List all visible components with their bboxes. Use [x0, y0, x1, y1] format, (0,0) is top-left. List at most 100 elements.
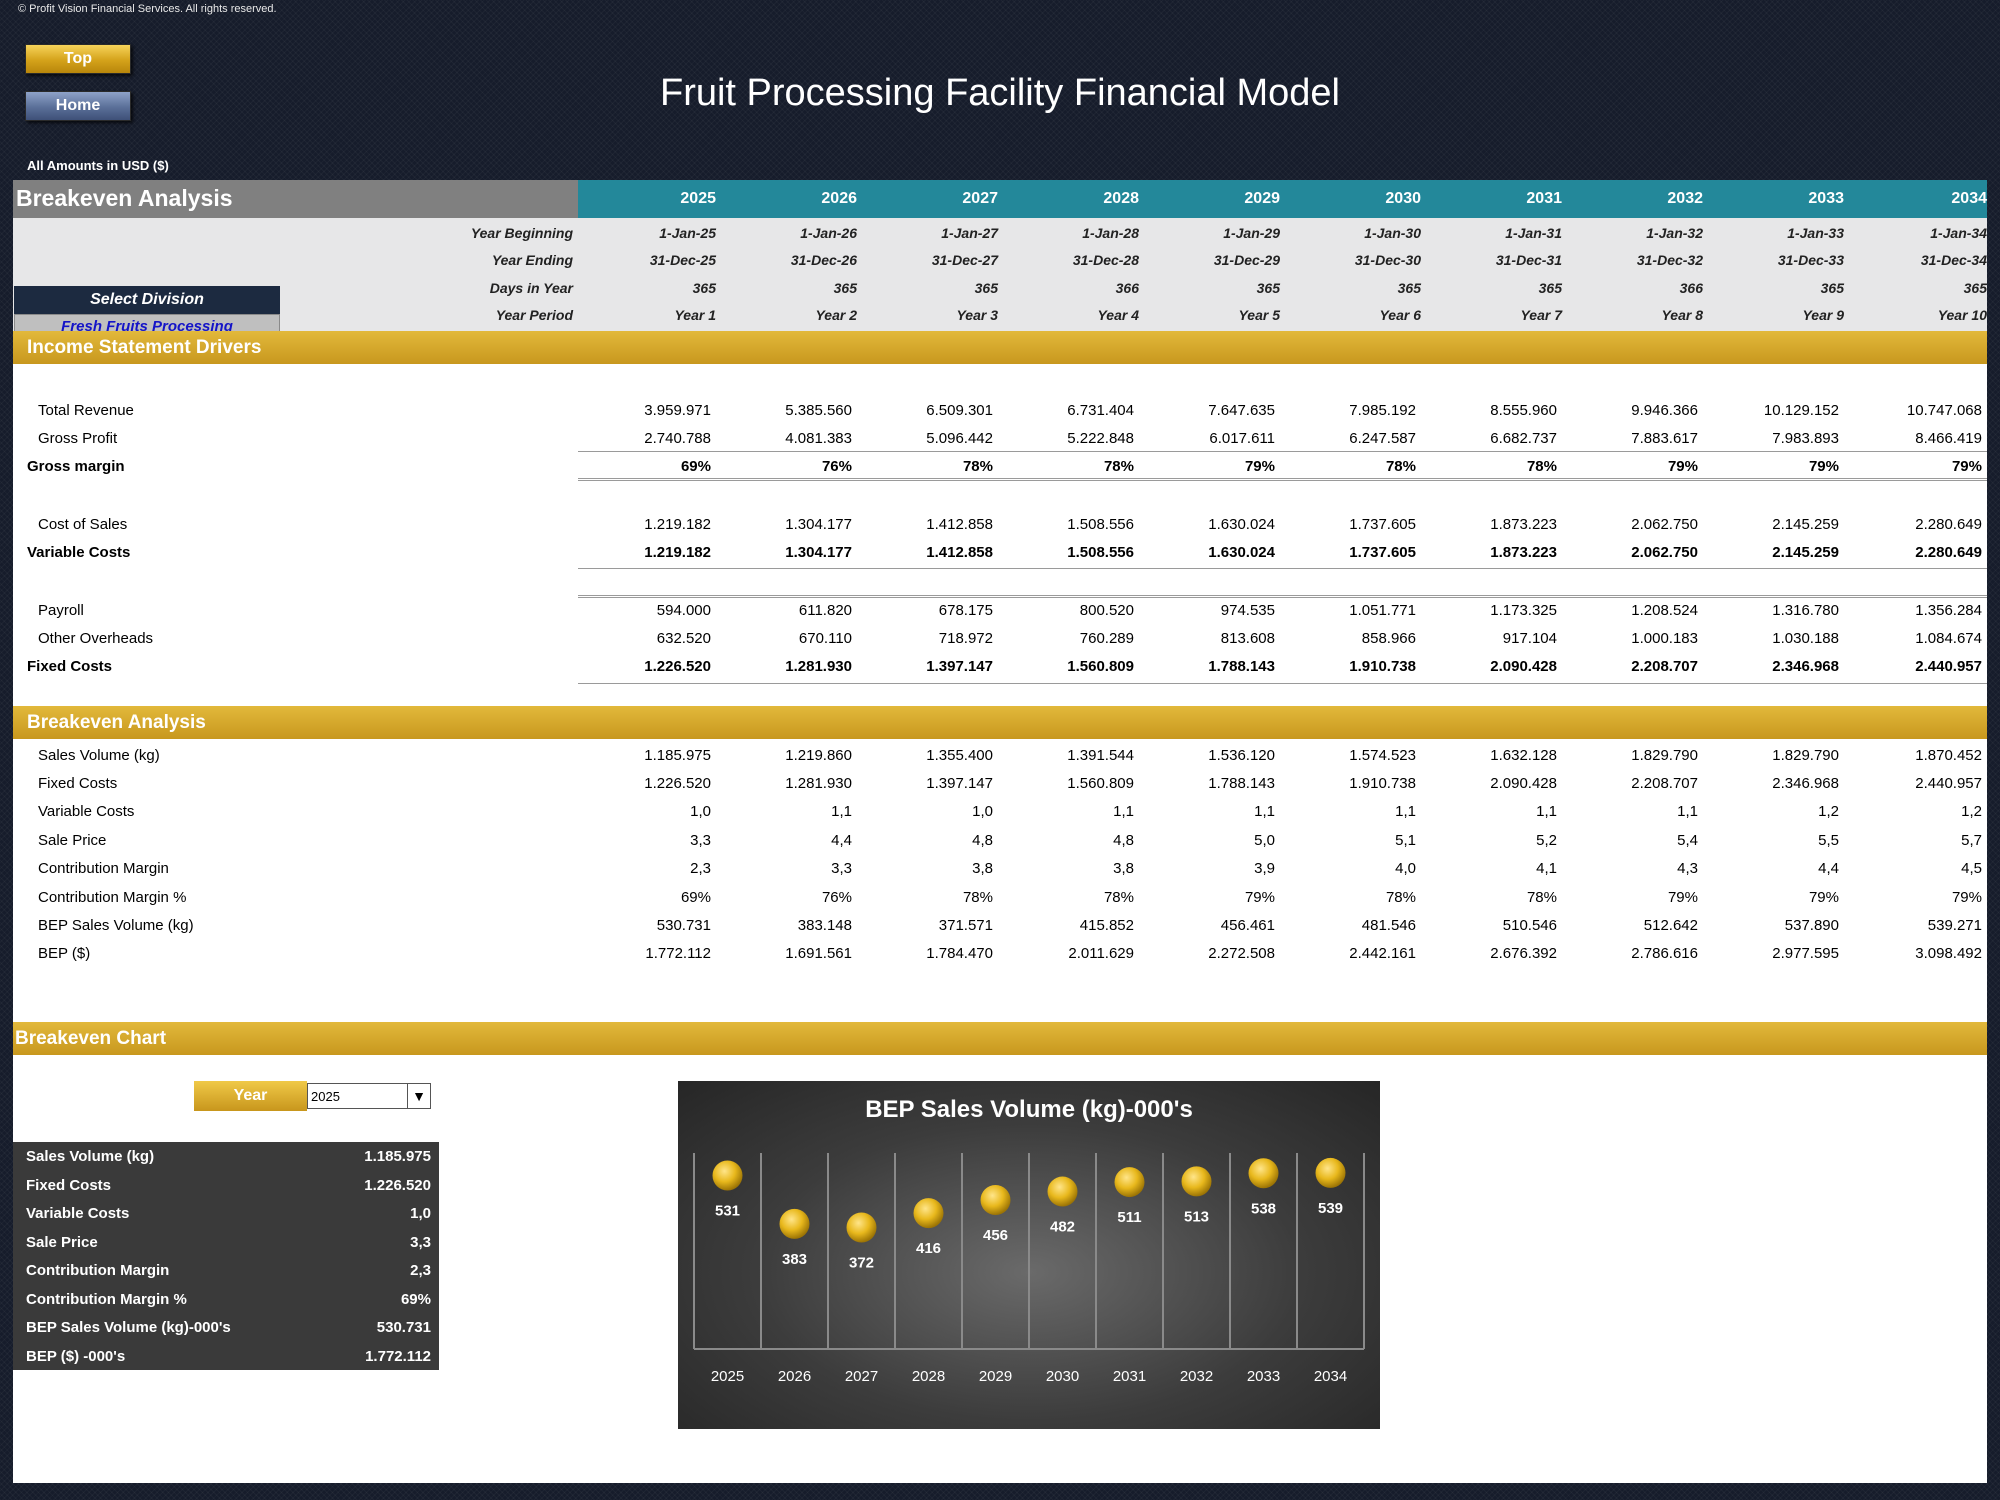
year-dropdown[interactable]: 2025 ▼	[307, 1083, 431, 1109]
value-cell: 1.873.223	[1490, 516, 1557, 533]
summary-row: Sales Volume (kg) 1.185.975	[13, 1142, 439, 1170]
worksheet: Breakeven Analysis 2025 2026 2027 2028 2029 2…	[13, 180, 1987, 1483]
value-cell: 2.346.968	[1772, 775, 1839, 792]
date-cell: 31-Dec-30	[1354, 252, 1421, 268]
value-cell: 69%	[680, 458, 711, 475]
value-cell: 3.959.971	[644, 402, 711, 419]
section-breakeven-chart: Breakeven Chart	[13, 1022, 1987, 1055]
year-header-2030: 2030	[1385, 190, 1421, 207]
value-cell: 4,1	[1536, 860, 1557, 877]
value-cell: 79%	[1808, 889, 1839, 906]
date-cell: Year 3	[956, 307, 998, 323]
value-cell: 79%	[1951, 458, 1982, 475]
value-cell: 530.731	[656, 917, 711, 934]
value-cell: 2.280.649	[1915, 544, 1982, 561]
currency-note: All Amounts in USD ($)	[27, 158, 169, 173]
home-button[interactable]: Home	[25, 91, 131, 121]
summary-panel: Sales Volume (kg) 1.185.975 Fixed Costs 1.2…	[13, 1142, 439, 1370]
table-rule	[578, 568, 1987, 569]
value-cell: 2.440.957	[1915, 775, 1982, 792]
value-cell: 1.084.674	[1915, 630, 1982, 647]
year-header-2026: 2026	[821, 190, 857, 207]
value-cell: 1.560.809	[1067, 658, 1134, 675]
date-cell: 365	[1963, 280, 1987, 296]
value-cell: 2.740.788	[644, 430, 711, 447]
value-cell: 1.632.128	[1490, 747, 1557, 764]
value-cell: 1.356.284	[1915, 602, 1982, 619]
value-cell: 3,8	[1113, 860, 1134, 877]
year-header-2029: 2029	[1244, 190, 1280, 207]
value-cell: 5.096.442	[926, 430, 993, 447]
value-cell: 8.466.419	[1915, 430, 1982, 447]
value-cell: 2,3	[690, 860, 711, 877]
value-cell: 6.731.404	[1067, 402, 1134, 419]
value-cell: 415.852	[1079, 917, 1134, 934]
x-tick-label: 2026	[778, 1368, 811, 1385]
value-cell: 3,3	[831, 860, 852, 877]
value-cell: 1.173.325	[1490, 602, 1557, 619]
x-tick-label: 2027	[845, 1368, 878, 1385]
value-cell: 537.890	[1784, 917, 1839, 934]
value-cell: 1.226.520	[644, 775, 711, 792]
date-cell: 365	[692, 280, 716, 296]
table-row: Payroll 594.000 611.820 678.175 800.520 974.5…	[13, 597, 1987, 625]
value-cell: 1.281.930	[785, 658, 852, 675]
table-rule	[578, 451, 1987, 452]
summary-row: BEP ($) -000's 1.772.112	[13, 1342, 439, 1370]
data-label: 372	[849, 1254, 874, 1271]
value-cell: 2.440.957	[1915, 658, 1982, 675]
summary-value: 2,3	[410, 1262, 431, 1279]
x-tick-label: 2030	[1046, 1368, 1079, 1385]
date-cell: 31-Dec-34	[1920, 252, 1987, 268]
value-cell: 78%	[962, 458, 993, 475]
value-cell: 1.000.183	[1631, 630, 1698, 647]
value-cell: 2.208.707	[1631, 775, 1698, 792]
value-cell: 1,0	[972, 803, 993, 820]
x-tick-label: 2031	[1113, 1368, 1146, 1385]
value-cell: 1.630.024	[1208, 516, 1275, 533]
value-cell: 76%	[821, 458, 852, 475]
chart-title: BEP Sales Volume (kg)-000's	[865, 1096, 1193, 1123]
value-cell: 1.772.112	[645, 945, 711, 962]
top-button[interactable]: Top	[25, 44, 131, 74]
value-cell: 6.247.587	[1349, 430, 1416, 447]
value-cell: 5,2	[1536, 832, 1557, 849]
value-cell: 4,4	[1818, 860, 1839, 877]
value-cell: 1.397.147	[926, 658, 993, 675]
value-cell: 813.608	[1220, 630, 1275, 647]
value-cell: 800.520	[1079, 602, 1134, 619]
value-cell: 5,5	[1818, 832, 1839, 849]
value-cell: 9.946.366	[1631, 402, 1698, 419]
value-cell: 4,8	[972, 832, 993, 849]
value-cell: 1.391.544	[1067, 747, 1134, 764]
value-cell: 1,1	[831, 803, 852, 820]
value-cell: 456.461	[1220, 917, 1275, 934]
bep-chart: BEP Sales Volume (kg)-000's 531 2025 383 20…	[678, 1081, 1380, 1429]
value-cell: 1.219.182	[644, 544, 711, 561]
value-cell: 78%	[1385, 458, 1416, 475]
value-cell: 4.081.383	[785, 430, 852, 447]
data-point-2029	[980, 1185, 1011, 1216]
date-cell: Year 7	[1520, 307, 1562, 323]
value-cell: 4,3	[1677, 860, 1698, 877]
value-cell: 1,1	[1254, 803, 1275, 820]
table-double-rule	[578, 478, 1987, 481]
value-cell: 2.786.616	[1631, 945, 1698, 962]
value-cell: 974.535	[1220, 602, 1275, 619]
date-cell: 31-Dec-33	[1777, 252, 1844, 268]
value-cell: 1.226.520	[644, 658, 711, 675]
date-cell: 1-Jan-33	[1787, 225, 1844, 241]
section-income-drivers: Income Statement Drivers	[13, 331, 1987, 364]
value-cell: 2.442.161	[1349, 945, 1416, 962]
value-cell: 371.571	[938, 917, 993, 934]
value-cell: 76%	[821, 889, 852, 906]
table-row: BEP Sales Volume (kg) 530.731 383.148 371.5…	[13, 912, 1987, 940]
value-cell: 1.208.524	[1631, 602, 1698, 619]
data-point-2028	[913, 1198, 944, 1229]
value-cell: 1.560.809	[1067, 775, 1134, 792]
data-label: 456	[983, 1227, 1008, 1244]
summary-value: 1,0	[410, 1205, 431, 1222]
chevron-down-icon[interactable]: ▼	[407, 1084, 430, 1108]
value-cell: 1,1	[1113, 803, 1134, 820]
dates-band: Select Division Fresh Fruits Processing …	[13, 218, 1987, 338]
